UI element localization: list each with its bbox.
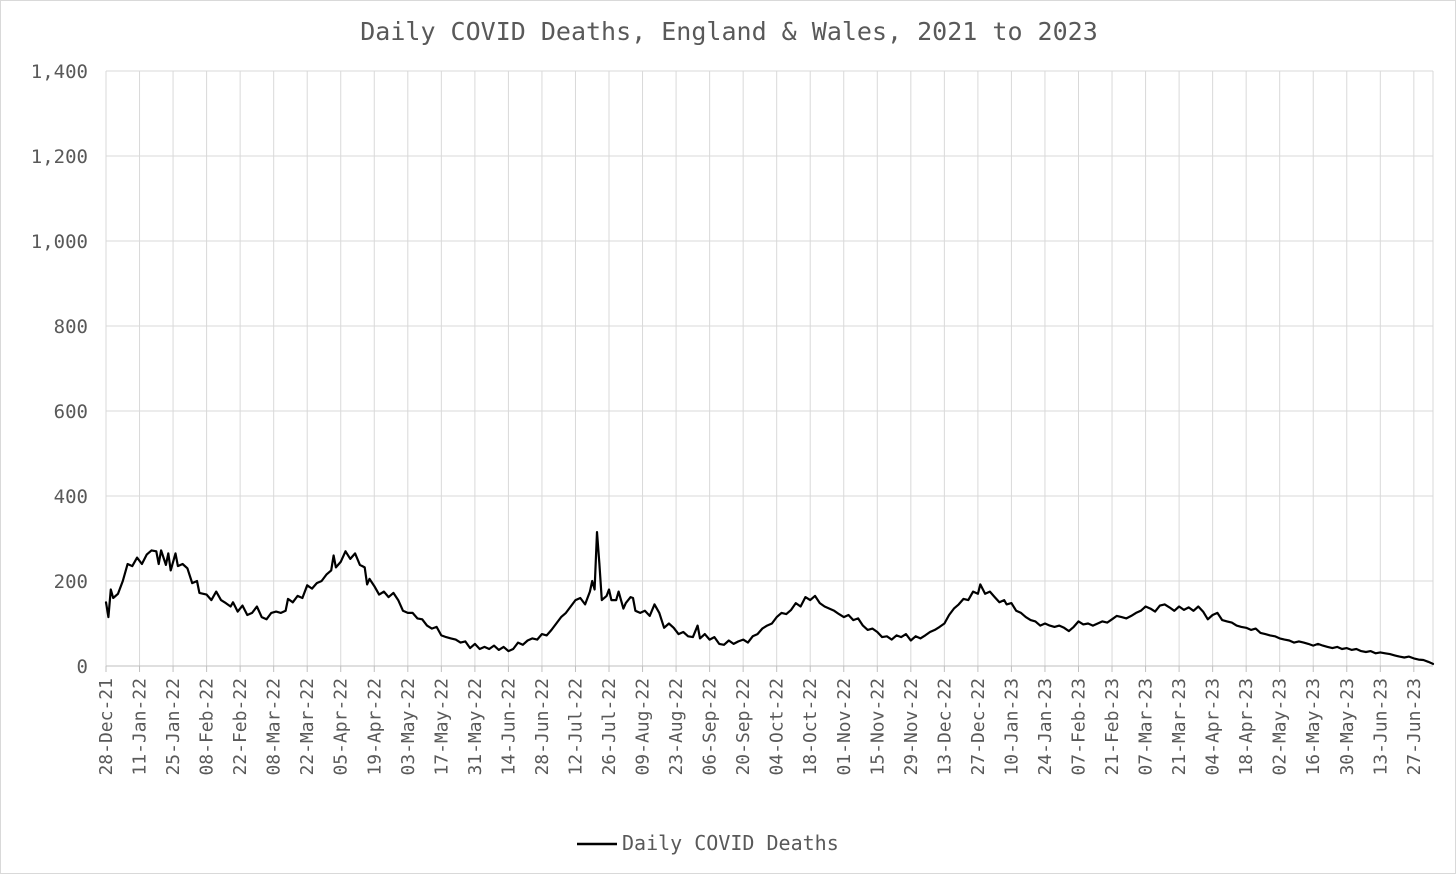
y-tick-label: 800 xyxy=(54,316,88,338)
y-tick-label: 0 xyxy=(77,656,88,678)
y-tick-label: 1,000 xyxy=(31,231,88,253)
x-tick-label: 28-Dec-21 xyxy=(96,678,117,776)
x-tick-label: 21-Feb-23 xyxy=(1102,678,1123,776)
x-tick-label: 17-May-22 xyxy=(431,678,452,776)
x-tick-label: 19-Apr-22 xyxy=(364,678,385,776)
x-tick-label: 02-May-23 xyxy=(1270,678,1291,776)
x-tick-label: 07-Feb-23 xyxy=(1068,678,1089,776)
x-tick-label: 20-Sep-22 xyxy=(733,678,754,776)
x-tick-label: 16-May-23 xyxy=(1303,678,1324,776)
x-tick-label: 31-May-22 xyxy=(465,678,486,776)
legend-label: Daily COVID Deaths xyxy=(622,831,839,855)
x-tick-label: 29-Nov-22 xyxy=(901,678,922,776)
x-axis-ticks: 28-Dec-21 11-Jan-22 25-Jan-22 08-Feb-22 22-F… xyxy=(96,678,1425,776)
gridlines xyxy=(105,70,1434,672)
x-tick-label: 21-Mar-23 xyxy=(1169,678,1190,776)
x-tick-label: 03-May-22 xyxy=(398,678,419,776)
x-tick-label: 04-Apr-23 xyxy=(1203,678,1224,776)
y-tick-label: 600 xyxy=(54,401,88,423)
x-tick-label: 28-Jun-22 xyxy=(532,678,553,776)
y-tick-label: 400 xyxy=(54,486,88,508)
legend: Daily COVID Deaths xyxy=(577,831,839,855)
chart-title: Daily COVID Deaths, England & Wales, 202… xyxy=(360,17,1098,46)
y-axis-ticks: 0 200 400 600 800 1,000 1,200 1,400 xyxy=(31,61,88,678)
x-tick-label: 13-Jun-23 xyxy=(1370,678,1391,776)
x-tick-label: 04-Oct-22 xyxy=(767,678,788,776)
x-tick-label: 26-Jul-22 xyxy=(599,678,620,776)
y-tick-label: 200 xyxy=(54,571,88,593)
x-tick-label: 27-Dec-22 xyxy=(968,678,989,776)
x-tick-label: 27-Jun-23 xyxy=(1404,678,1425,776)
x-tick-label: 11-Jan-22 xyxy=(130,678,151,776)
x-tick-label: 15-Nov-22 xyxy=(867,678,888,776)
x-tick-label: 12-Jul-22 xyxy=(565,678,586,776)
x-tick-label: 08-Mar-22 xyxy=(264,678,285,776)
x-tick-label: 01-Nov-22 xyxy=(834,678,855,776)
x-tick-label: 07-Mar-23 xyxy=(1136,678,1157,776)
x-tick-label: 22-Mar-22 xyxy=(297,678,318,776)
x-tick-label: 18-Oct-22 xyxy=(800,678,821,776)
x-tick-label: 22-Feb-22 xyxy=(230,678,251,776)
x-tick-label: 23-Aug-22 xyxy=(666,678,687,776)
x-tick-label: 30-May-23 xyxy=(1337,678,1358,776)
y-tick-label: 1,400 xyxy=(31,61,88,83)
x-tick-label: 05-Apr-22 xyxy=(331,678,352,776)
series-line-daily-covid-deaths xyxy=(104,530,1435,666)
x-tick-label: 14-Jun-22 xyxy=(498,678,519,776)
x-tick-label: 06-Sep-22 xyxy=(700,678,721,776)
x-tick-label: 25-Jan-22 xyxy=(163,678,184,776)
x-tick-label: 24-Jan-23 xyxy=(1035,678,1056,776)
y-tick-label: 1,200 xyxy=(31,146,88,168)
x-tick-label: 08-Feb-22 xyxy=(197,678,218,776)
x-tick-label: 18-Apr-23 xyxy=(1236,678,1257,776)
series-group xyxy=(104,530,1435,666)
x-tick-label: 10-Jan-23 xyxy=(1001,678,1022,776)
x-tick-label: 13-Dec-22 xyxy=(934,678,955,776)
x-tick-label: 09-Aug-22 xyxy=(633,678,654,776)
